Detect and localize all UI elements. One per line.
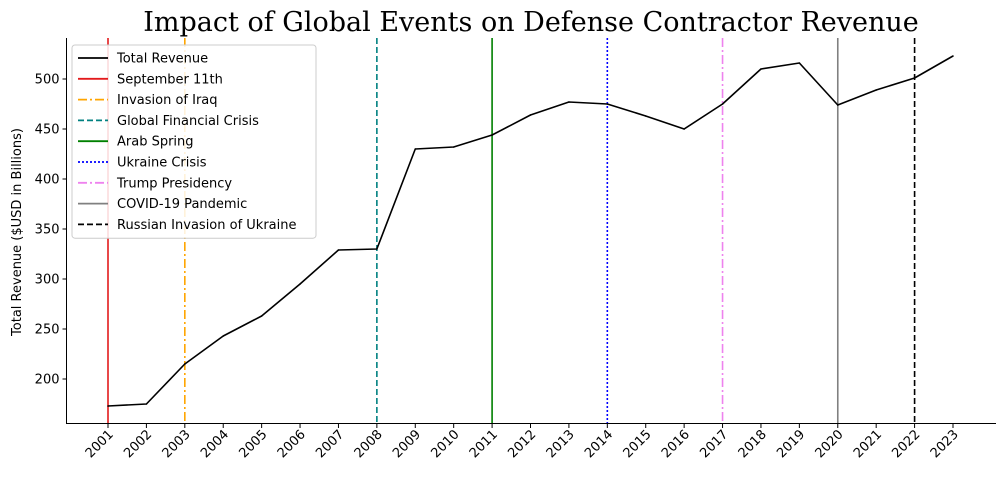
legend-label-event-7: COVID-19 Pandemic xyxy=(117,197,247,212)
x-tick-label: 2001 xyxy=(83,427,117,461)
x-tick-label: 2004 xyxy=(198,427,232,461)
y-tick-label: 450 xyxy=(35,123,60,138)
x-tick-label: 2002 xyxy=(121,427,155,461)
x-tick-label: 2012 xyxy=(505,427,539,461)
x-tick-label: 2010 xyxy=(429,427,463,461)
data-point xyxy=(184,363,186,365)
x-ticks: 2001 2002 2003 2004 2005 2006 2007 2008 2009 2010… xyxy=(83,424,962,461)
legend-label-event-2: Invasion of Iraq xyxy=(117,93,218,108)
legend-label-event-6: Trump Presidency xyxy=(116,176,232,191)
data-point xyxy=(452,146,455,148)
x-tick-label: 2022 xyxy=(889,427,923,461)
x-tick-label: 2006 xyxy=(275,427,309,461)
x-tick-label: 2008 xyxy=(352,427,386,461)
x-tick-label: 2020 xyxy=(813,427,847,461)
data-point xyxy=(683,128,685,130)
y-tick-label: 300 xyxy=(35,273,60,288)
y-tick-label: 400 xyxy=(35,173,60,188)
data-point xyxy=(337,249,340,251)
data-point xyxy=(606,103,609,105)
data-point xyxy=(491,134,493,136)
legend-label-event-8: Russian Invasion of Ukraine xyxy=(117,218,297,233)
x-tick-label: 2015 xyxy=(621,427,655,461)
x-tick-label: 2005 xyxy=(236,427,270,461)
x-tick-label: 2009 xyxy=(390,427,424,461)
data-point xyxy=(222,335,225,337)
series-group xyxy=(107,55,954,407)
legend-frame xyxy=(71,44,317,239)
data-point xyxy=(568,101,570,103)
data-point xyxy=(798,62,801,64)
data-point xyxy=(107,405,109,407)
data-point xyxy=(299,283,301,285)
data-point xyxy=(760,68,762,70)
x-tick-label: 2003 xyxy=(160,427,194,461)
x-tick-label: 2017 xyxy=(697,427,731,461)
data-point xyxy=(376,248,378,250)
legend-label-event-4: Arab Spring xyxy=(117,135,194,150)
data-point xyxy=(952,55,954,57)
axes xyxy=(66,38,996,424)
data-point xyxy=(260,315,263,317)
data-point xyxy=(721,103,724,105)
y-axis-label: Total Revenue ($USD in Billions) xyxy=(10,128,25,337)
data-point xyxy=(875,89,877,91)
data-point xyxy=(414,148,417,150)
legend-label-event-5: Ukraine Crisis xyxy=(117,156,207,171)
data-point xyxy=(529,114,532,116)
x-tick-label: 2019 xyxy=(774,427,808,461)
legend: Total Revenue September 11th Invasion of I… xyxy=(71,44,317,239)
x-tick-label: 2021 xyxy=(851,427,885,461)
x-tick-label: 2007 xyxy=(313,427,347,461)
x-tick-label: 2016 xyxy=(659,427,693,461)
x-tick-label: 2014 xyxy=(582,427,616,461)
legend-label-event-1: September 11th xyxy=(117,72,223,87)
y-tick-label: 500 xyxy=(35,73,60,88)
legend-label-total-revenue: Total Revenue xyxy=(116,52,208,67)
legend-label-event-3: Global Financial Crisis xyxy=(117,114,259,129)
data-point xyxy=(644,115,647,117)
data-point xyxy=(145,403,148,405)
chart-title: Impact of Global Events on Defense Contr… xyxy=(143,7,919,38)
y-tick-label: 350 xyxy=(35,223,60,238)
x-tick-label: 2023 xyxy=(928,427,962,461)
x-tick-label: 2011 xyxy=(467,427,501,461)
y-tick-label: 250 xyxy=(35,323,60,338)
y-ticks: 200 250 300 350 400 450 500 xyxy=(35,73,67,388)
data-point xyxy=(913,77,916,79)
x-tick-label: 2018 xyxy=(736,427,770,461)
x-tick-label: 2013 xyxy=(544,427,578,461)
y-tick-label: 200 xyxy=(35,373,60,388)
data-point xyxy=(836,104,839,106)
